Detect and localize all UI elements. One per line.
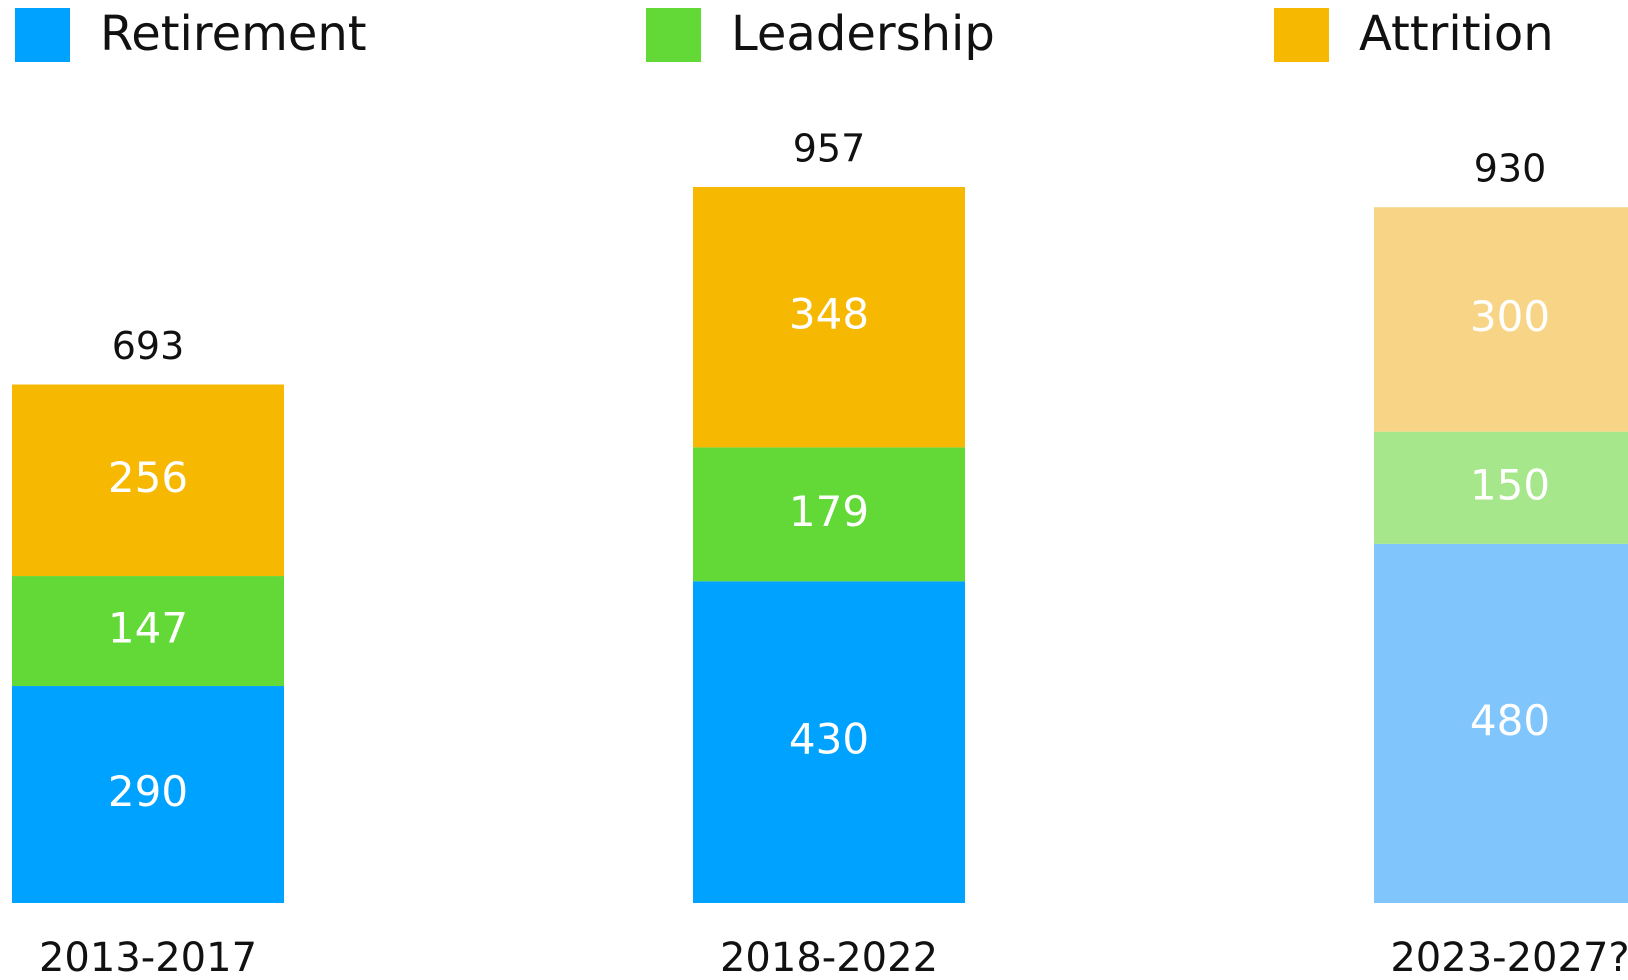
legend-label: Leadership: [731, 6, 995, 62]
legend-swatch: [15, 8, 70, 62]
value-label: 256: [108, 453, 188, 502]
bar-segment: [1374, 207, 1628, 432]
value-label: 480: [1470, 696, 1550, 745]
bar-segment: [693, 187, 965, 448]
value-label: 147: [108, 604, 188, 653]
total-label: 693: [112, 324, 185, 368]
x-tick-label: 2023-2027?: [1390, 935, 1628, 980]
bar-segment: [693, 581, 965, 903]
bar-segment: [693, 447, 965, 582]
value-label: 150: [1470, 460, 1550, 509]
bar-segment: [1374, 431, 1628, 544]
value-label: 179: [789, 487, 869, 536]
bar-segment: [12, 384, 284, 577]
legend-swatch: [1274, 8, 1329, 62]
value-label: 290: [108, 767, 188, 816]
bar-segment: [12, 576, 284, 687]
bar-segment: [1374, 543, 1628, 903]
bar-segment: [12, 686, 284, 903]
total-label: 957: [793, 127, 866, 171]
value-label: 300: [1470, 292, 1550, 341]
x-tick-label: 2013-2017: [39, 935, 257, 980]
legend-swatch: [646, 8, 701, 62]
legend-label: Retirement: [100, 6, 367, 62]
value-label: 430: [789, 715, 869, 764]
legend-label: Attrition: [1359, 6, 1554, 62]
total-label: 930: [1474, 147, 1547, 191]
x-tick-label: 2018-2022: [720, 935, 938, 980]
value-label: 348: [789, 290, 869, 339]
